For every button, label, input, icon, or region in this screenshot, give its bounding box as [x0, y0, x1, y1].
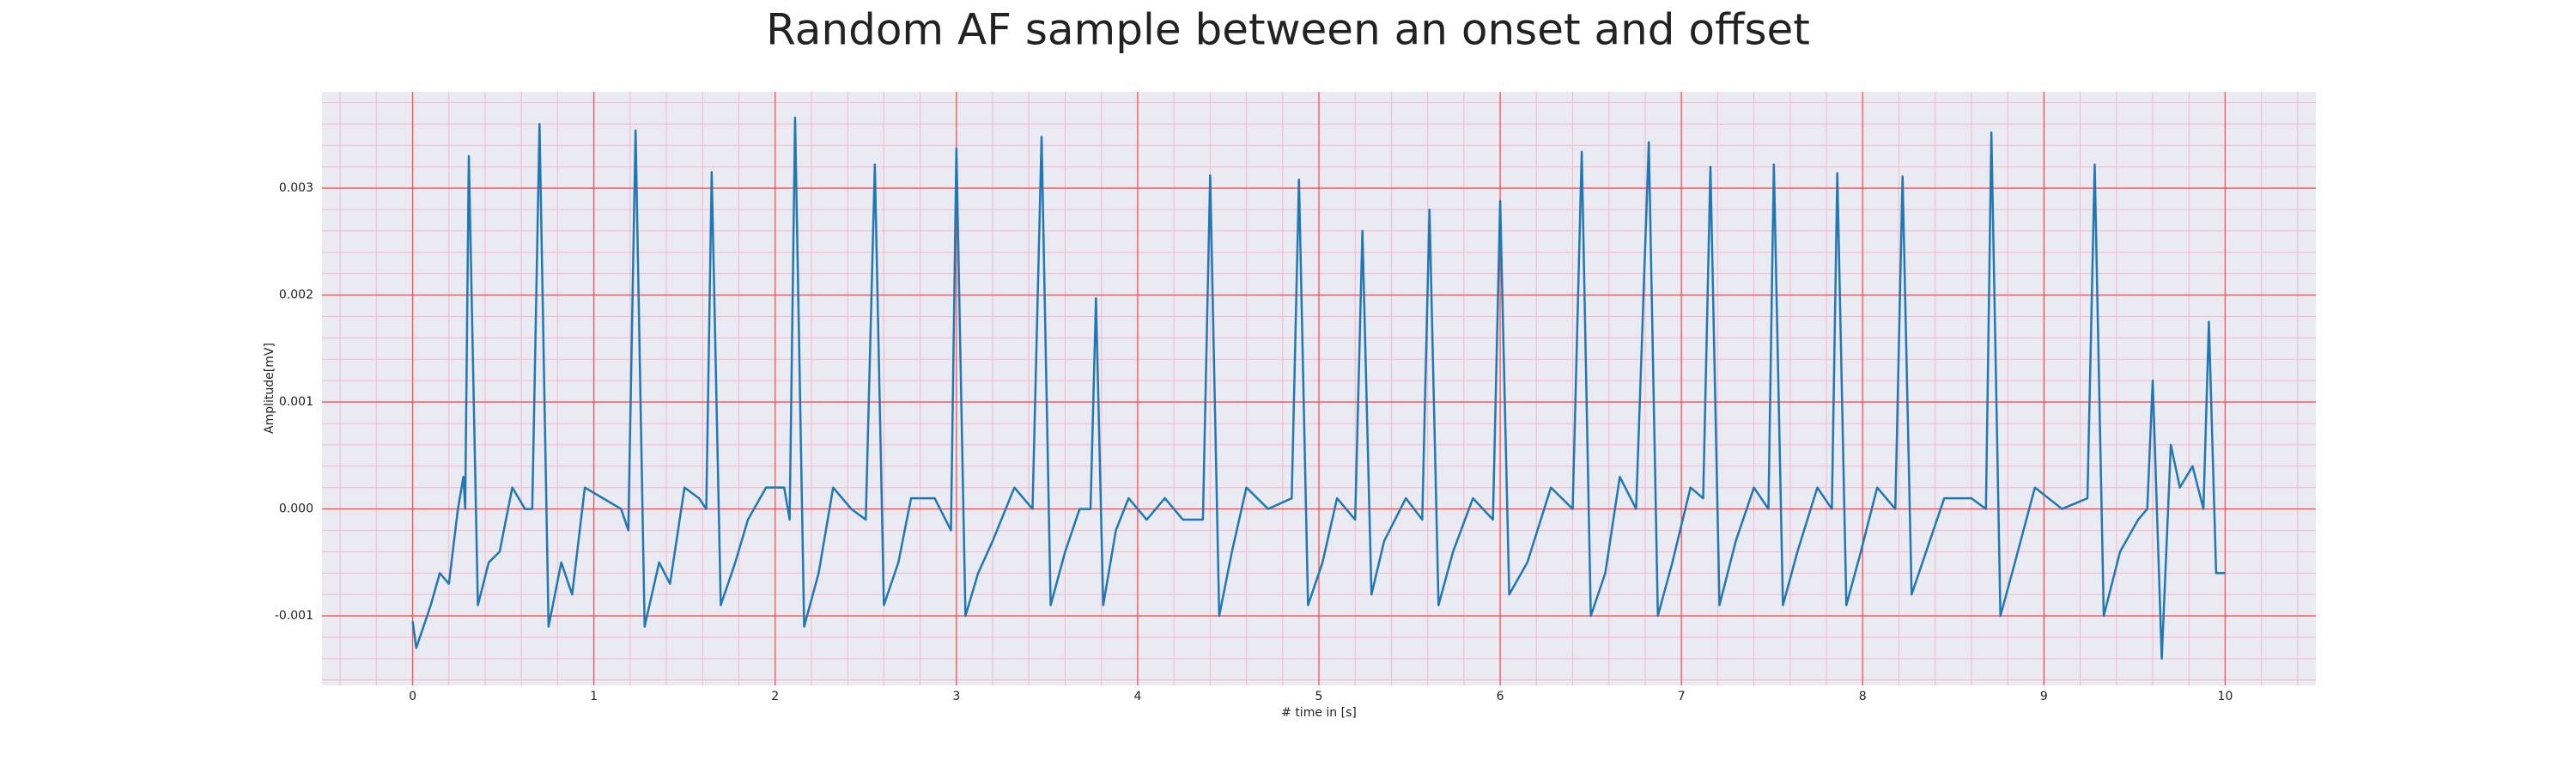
y-tick-label: 0.000: [279, 502, 313, 516]
x-tick-label: 4: [1133, 690, 1141, 703]
x-tick-label: 0: [409, 690, 416, 703]
x-tick-label: 6: [1497, 690, 1504, 703]
y-tick-label: 0.003: [279, 181, 313, 195]
y-tick-label: 0.001: [279, 395, 313, 409]
x-tick-label: 3: [952, 690, 960, 703]
x-tick-label: 10: [2218, 690, 2233, 703]
y-tick-label: 0.002: [279, 289, 313, 302]
x-tick-label: 2: [771, 690, 779, 703]
chart-title: Random AF sample between an onset and of…: [766, 5, 1810, 55]
x-axis-label: # time in [s]: [1281, 706, 1357, 720]
y-axis-label: Amplitude[mV]: [263, 343, 276, 434]
x-tick-label: 9: [2040, 690, 2048, 703]
x-tick-label: 7: [1678, 690, 1686, 703]
x-tick-label: 8: [1859, 690, 1867, 703]
data-line: [411, 116, 2226, 660]
x-tick-label: 5: [1315, 690, 1323, 703]
x-tick-label: 1: [590, 690, 598, 703]
y-tick-label: -0.001: [275, 609, 313, 623]
